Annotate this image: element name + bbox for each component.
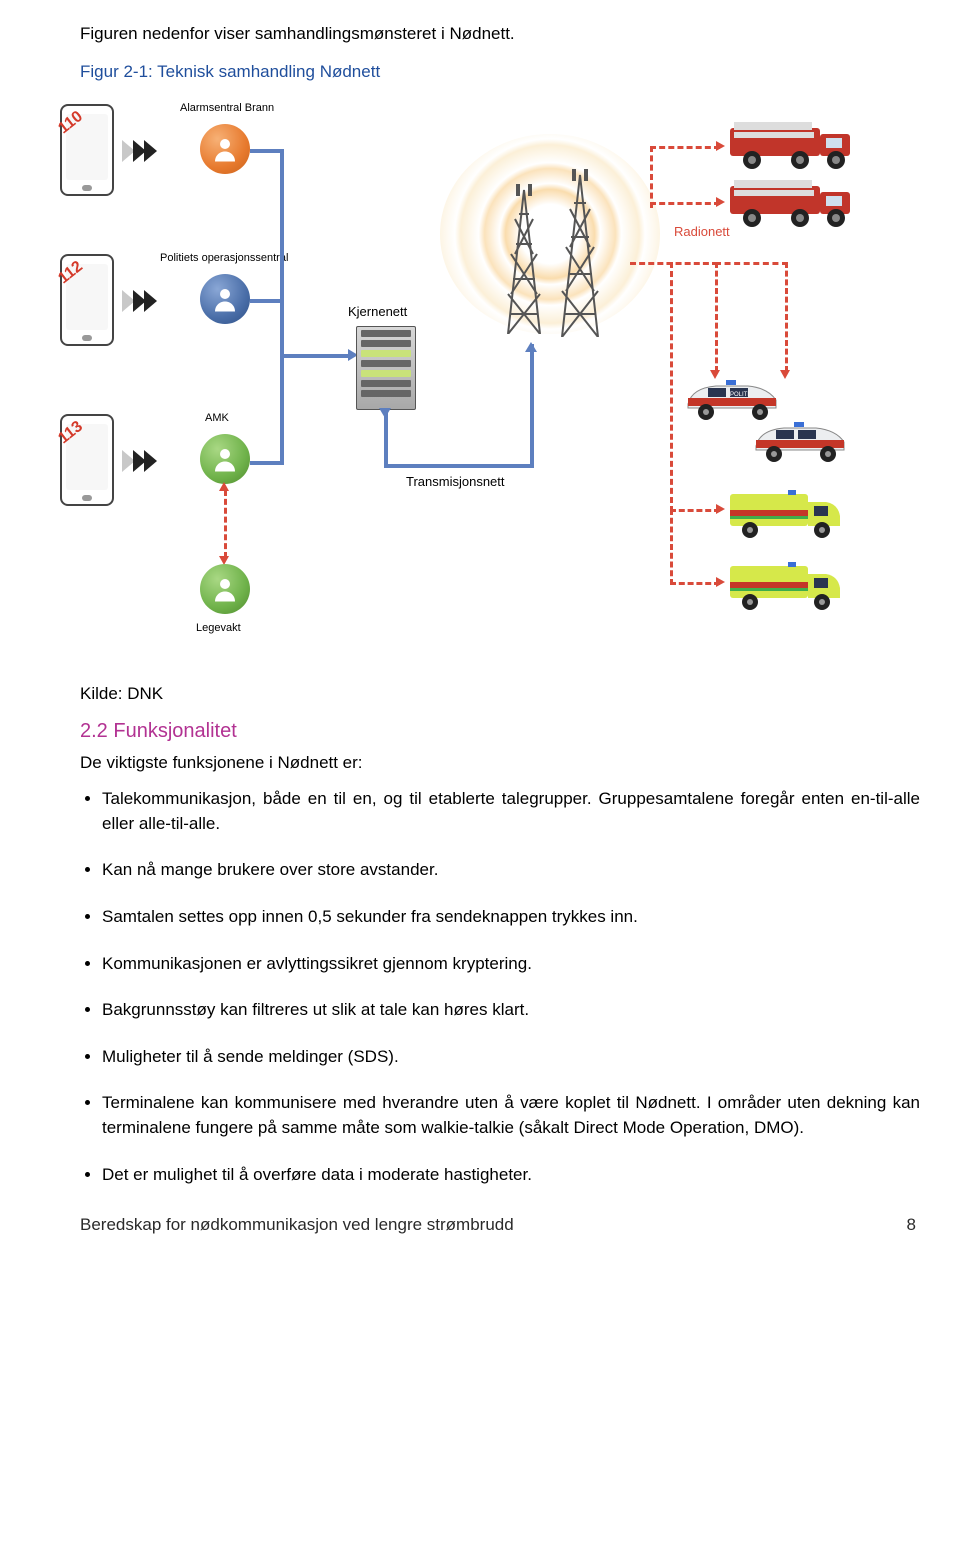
label-transmisjonsnett: Transmisjonsnett (406, 474, 505, 489)
radio-tower-icon (552, 169, 608, 340)
fire-truck-icon (726, 172, 856, 231)
footer-title: Beredskap for nødkommunikasjon ved lengr… (80, 1215, 514, 1235)
server-icon (356, 326, 416, 410)
section-title: Funksjonalitet (113, 720, 236, 742)
operator-icon-police (200, 274, 250, 324)
label-amk: AMK (205, 412, 229, 424)
operator-icon-amk (200, 434, 250, 484)
list-item: Kommunikasjonen er avlyttingssikret gjen… (102, 952, 920, 977)
connector-transmisjon-h (384, 464, 534, 468)
chevrons-icon (122, 286, 176, 316)
lead-text: De viktigste funksjonene i Nødnett er: (80, 753, 920, 773)
list-item: Det er mulighet til å overføre data i mo… (102, 1163, 920, 1188)
operator-icon-legevakt (200, 564, 250, 614)
bullet-list: Talekommunikasjon, både en til en, og ti… (102, 787, 920, 1187)
nodnett-diagram: 110 Alarmsentral Brann 112 Politiets ope… (50, 94, 870, 674)
radio-waves (440, 134, 660, 334)
connector-bus-vertical (280, 149, 284, 465)
ambulance-icon (726, 556, 844, 613)
label-legevakt: Legevakt (196, 622, 241, 634)
label-kjernenett: Kjernenett (348, 304, 407, 319)
connector-bus-to-server (280, 354, 350, 358)
label-politiets-operasjonssentral: Politiets operasjonssentral (160, 252, 288, 264)
connector-amk-legevakt (224, 490, 227, 558)
chevrons-icon (122, 136, 176, 166)
phone-112: 112 (60, 254, 114, 346)
fire-truck-icon (726, 114, 856, 173)
intro-text: Figuren nedenfor viser samhandlingsmønst… (80, 24, 920, 44)
label-alarmsentral-brann: Alarmsentral Brann (180, 102, 274, 114)
page-footer: Beredskap for nødkommunikasjon ved lengr… (80, 1215, 920, 1235)
ambulance-icon (726, 484, 844, 541)
operator-icon-fire (200, 124, 250, 174)
figure-caption: Figur 2-1: Teknisk samhandling Nødnett (80, 62, 920, 82)
list-item: Kan nå mange brukere over store avstande… (102, 858, 920, 883)
svg-text:POLITI: POLITI (730, 392, 749, 398)
source-line: Kilde: DNK (80, 684, 920, 704)
section-heading: 2.2 Funksjonalitet (80, 720, 920, 743)
list-item: Terminalene kan kommunisere med hverandr… (102, 1091, 920, 1140)
list-item: Samtalen settes opp innen 0,5 sekunder f… (102, 905, 920, 930)
police-car-icon (750, 416, 850, 465)
phone-113: 113 (60, 414, 114, 506)
list-item: Muligheter til å sende meldinger (SDS). (102, 1045, 920, 1070)
section-number: 2.2 (80, 720, 108, 742)
label-radionett: Radionett (674, 224, 730, 239)
list-item: Talekommunikasjon, både en til en, og ti… (102, 787, 920, 836)
connector-server-down (384, 410, 388, 468)
phone-110: 110 (60, 104, 114, 196)
connector-transmisjon-up (530, 344, 534, 468)
radio-tower-icon (498, 184, 550, 337)
chevrons-icon (122, 446, 176, 476)
footer-page-number: 8 (907, 1215, 916, 1235)
list-item: Bakgrunnsstøy kan filtreres ut slik at t… (102, 998, 920, 1023)
